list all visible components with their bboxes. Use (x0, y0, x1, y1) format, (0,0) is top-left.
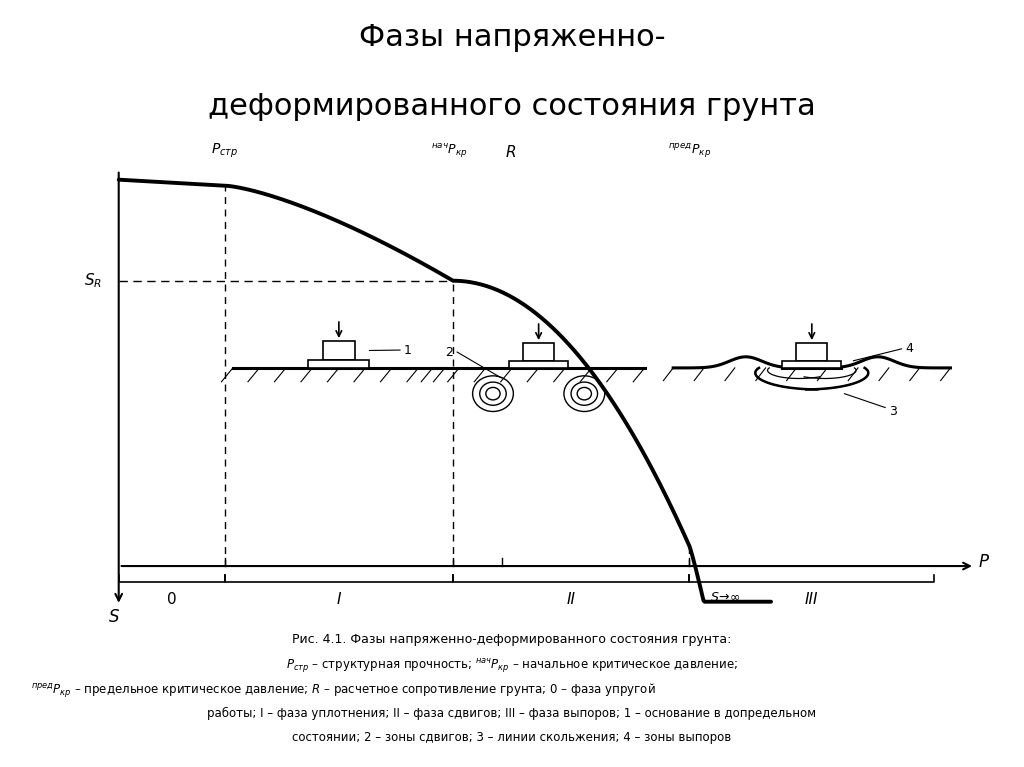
Text: 3: 3 (889, 405, 897, 418)
Text: состоянии; 2 – зоны сдвигов; 3 – линии скольжения; 4 – зоны выпоров: состоянии; 2 – зоны сдвигов; 3 – линии с… (293, 731, 731, 744)
Bar (323, 341, 355, 360)
Text: Фазы напряженно-: Фазы напряженно- (358, 23, 666, 52)
Text: $^{нач}P_{кр}$: $^{нач}P_{кр}$ (431, 142, 467, 160)
Text: 4: 4 (905, 342, 913, 355)
Text: II: II (566, 592, 575, 607)
Text: деформированного состояния грунта: деформированного состояния грунта (208, 92, 816, 121)
Text: 0: 0 (167, 592, 176, 607)
Text: $P_{стр}$ – структурная прочность; $^{нач}P_{кр}$ – начальное критическое давлен: $P_{стр}$ – структурная прочность; $^{на… (286, 657, 738, 675)
Text: 1: 1 (404, 344, 412, 357)
Text: Рис. 4.1. Фазы напряженно-деформированного состояния грунта:: Рис. 4.1. Фазы напряженно-деформированно… (292, 633, 732, 646)
Text: $S_R$: $S_R$ (84, 272, 102, 290)
Text: $S\!\rightarrow\!\infty$: $S\!\rightarrow\!\infty$ (710, 591, 740, 604)
Text: $R$: $R$ (505, 144, 516, 160)
Bar (308, 360, 370, 368)
Text: S: S (110, 607, 120, 626)
Text: $^{пред}P_{кр}$: $^{пред}P_{кр}$ (668, 142, 711, 160)
Text: $P_{стр}$: $P_{стр}$ (211, 142, 239, 160)
Bar (782, 360, 841, 368)
Text: P: P (979, 553, 989, 571)
Bar (509, 360, 568, 368)
Bar (797, 343, 827, 360)
Text: III: III (805, 592, 818, 607)
Bar (523, 343, 554, 360)
Text: I: I (337, 592, 341, 607)
Text: работы; I – фаза уплотнения; II – фаза сдвигов; III – фаза выпоров; 1 – основани: работы; I – фаза уплотнения; II – фаза с… (208, 706, 816, 719)
Text: 2: 2 (445, 346, 453, 358)
Text: $^{пред}P_{кр}$ – предельное критическое давление; $R$ – расчетное сопротивление: $^{пред}P_{кр}$ – предельное критическое… (31, 682, 655, 700)
